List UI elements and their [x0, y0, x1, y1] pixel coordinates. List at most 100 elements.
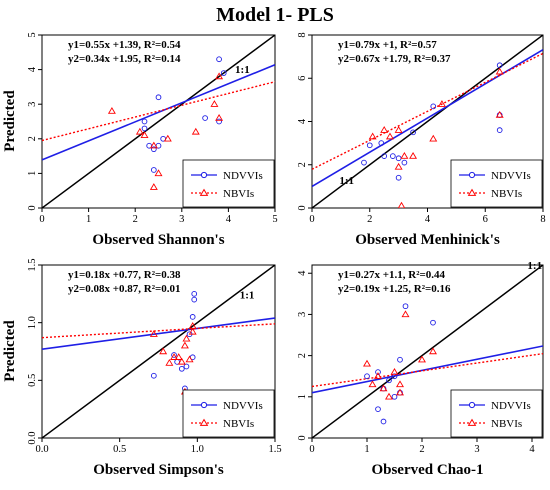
x-tick-label: 0 — [39, 214, 44, 225]
y-tick-label: 1.5 — [27, 258, 38, 271]
point-ndvvis — [150, 146, 157, 153]
point-nbvis — [379, 384, 388, 392]
point-nbvis — [495, 67, 504, 75]
plot-area — [312, 265, 543, 438]
point-nbvis — [210, 100, 219, 107]
point-nbvis — [174, 353, 183, 360]
point-nbvis — [215, 72, 224, 80]
legend-marker — [468, 171, 476, 179]
point-nbvis — [380, 126, 389, 133]
legend-box — [450, 159, 543, 208]
x-tick-label: 1 — [364, 444, 369, 455]
x-tick-label: 2 — [133, 214, 138, 225]
point-nbvis — [397, 201, 406, 208]
point-nbvis — [385, 132, 394, 140]
equation-1: y1=0.55x +1.39, R²=0.54 — [68, 39, 181, 51]
point-nbvis — [385, 392, 393, 400]
equation-1: y1=0.79x +1, R²=0.57 — [338, 39, 437, 51]
equation-2: y2=0.08x +0.87, R²=0.01 — [68, 283, 181, 295]
equation-2: y2=0.19x +1.25, R²=0.16 — [338, 283, 451, 295]
y-tick-label: 2 — [297, 162, 308, 167]
point-ndvvis — [216, 118, 222, 125]
legend-box — [182, 159, 275, 208]
point-ndvvis — [378, 140, 385, 146]
point-ndvvis — [171, 352, 177, 358]
point-ndvvis — [496, 127, 503, 133]
point-ndvvis — [375, 369, 381, 375]
fit-line-ndvvis — [312, 345, 543, 394]
point-nbvis — [182, 334, 191, 342]
point-nbvis — [368, 380, 377, 388]
legend-label: NBVIs — [491, 188, 522, 200]
y-tick-label: 6 — [297, 76, 308, 81]
point-nbvis — [437, 100, 446, 107]
point-ndvvis — [216, 56, 222, 63]
point-nbvis — [149, 183, 158, 190]
point-ndvvis — [191, 296, 198, 303]
panel-4: 0 1 2 3 4 0 1 2 3 4 Observed Chao-1 y1=0.27x +1.1, … — [297, 260, 544, 478]
point-ndvvis — [375, 406, 381, 413]
point-nbvis — [149, 141, 158, 149]
legend-label: NDVVIs — [491, 170, 531, 182]
point-nbvis — [394, 162, 403, 170]
x-tick-label: 3 — [179, 214, 184, 225]
point-nbvis — [429, 347, 437, 355]
y-tick-label: 5 — [27, 32, 38, 37]
point-ndvvis — [366, 142, 373, 149]
point-nbvis — [185, 355, 194, 363]
plot-frame — [41, 264, 276, 439]
legend-marker — [467, 188, 477, 196]
point-nbvis — [149, 330, 158, 337]
x-tick-label: 2 — [419, 444, 424, 455]
y-tick-label: 0 — [27, 205, 38, 210]
point-nbvis — [107, 107, 116, 114]
legend-marker — [199, 188, 209, 196]
identity-line — [312, 265, 543, 438]
x-tick-label: 1.5 — [268, 444, 281, 455]
panel-3: 0.0 0.5 1.0 1.5 0.0 0.5 1.0 1.5 Observed Simpson… — [2, 258, 282, 478]
point-ndvvis — [397, 356, 403, 363]
point-ndvvis — [202, 115, 208, 121]
y-tick-label: 3 — [297, 312, 308, 317]
point-ndvvis — [380, 418, 387, 425]
fit-line-nbvis — [312, 52, 543, 170]
point-nbvis — [170, 353, 179, 360]
x-tick-label: 3 — [474, 444, 479, 455]
y-tick-label: 0.5 — [27, 374, 38, 387]
y-tick-label: 2 — [297, 353, 308, 358]
point-ndvvis — [178, 365, 185, 372]
plot-frame — [311, 264, 544, 439]
point-nbvis — [177, 357, 186, 365]
point-ndvvis — [381, 153, 388, 159]
point-nbvis — [140, 131, 149, 139]
y-tick-label: 0.0 — [27, 431, 38, 444]
x-tick-label: 1 — [86, 214, 91, 225]
point-ndvvis — [390, 153, 396, 159]
x-tick-label: 0 — [309, 214, 314, 225]
legend-box — [450, 389, 543, 438]
y-tick-label: 0 — [297, 205, 308, 210]
point-nbvis — [394, 126, 403, 133]
y-tick-label: 1 — [27, 171, 38, 176]
point-nbvis — [429, 134, 438, 142]
x-tick-label: 1.0 — [191, 444, 204, 455]
panel-1: 0 1 2 3 4 5 0 1 2 3 4 5 Observed Shannon's Predicted y… — [2, 32, 278, 248]
y-tick-label: 8 — [297, 32, 308, 37]
x-tick-label: 0.5 — [113, 444, 126, 455]
legend: NDVVIs NBVIs — [450, 159, 543, 208]
equation-1: y1=0.18x +0.77, R²=0.38 — [68, 269, 181, 281]
identity-label: 1:1 — [235, 64, 250, 76]
figure-title: Model 1- PLS — [216, 4, 334, 26]
plot-area — [42, 35, 275, 208]
point-ndvvis — [386, 377, 392, 384]
point-ndvvis — [364, 373, 370, 380]
point-ndvvis — [189, 314, 196, 320]
legend-marker — [200, 401, 208, 409]
point-ndvvis — [150, 372, 157, 379]
fit-line-ndvvis — [312, 49, 543, 188]
x-tick-label: 4 — [425, 214, 431, 225]
point-ndvvis — [391, 373, 398, 380]
panel-2: 0 2 4 6 8 0 2 4 6 8 Observed Menhinick's y1=0.79x +… — [297, 32, 546, 248]
point-nbvis — [191, 127, 200, 135]
legend-label: NDVVIs — [491, 400, 531, 412]
